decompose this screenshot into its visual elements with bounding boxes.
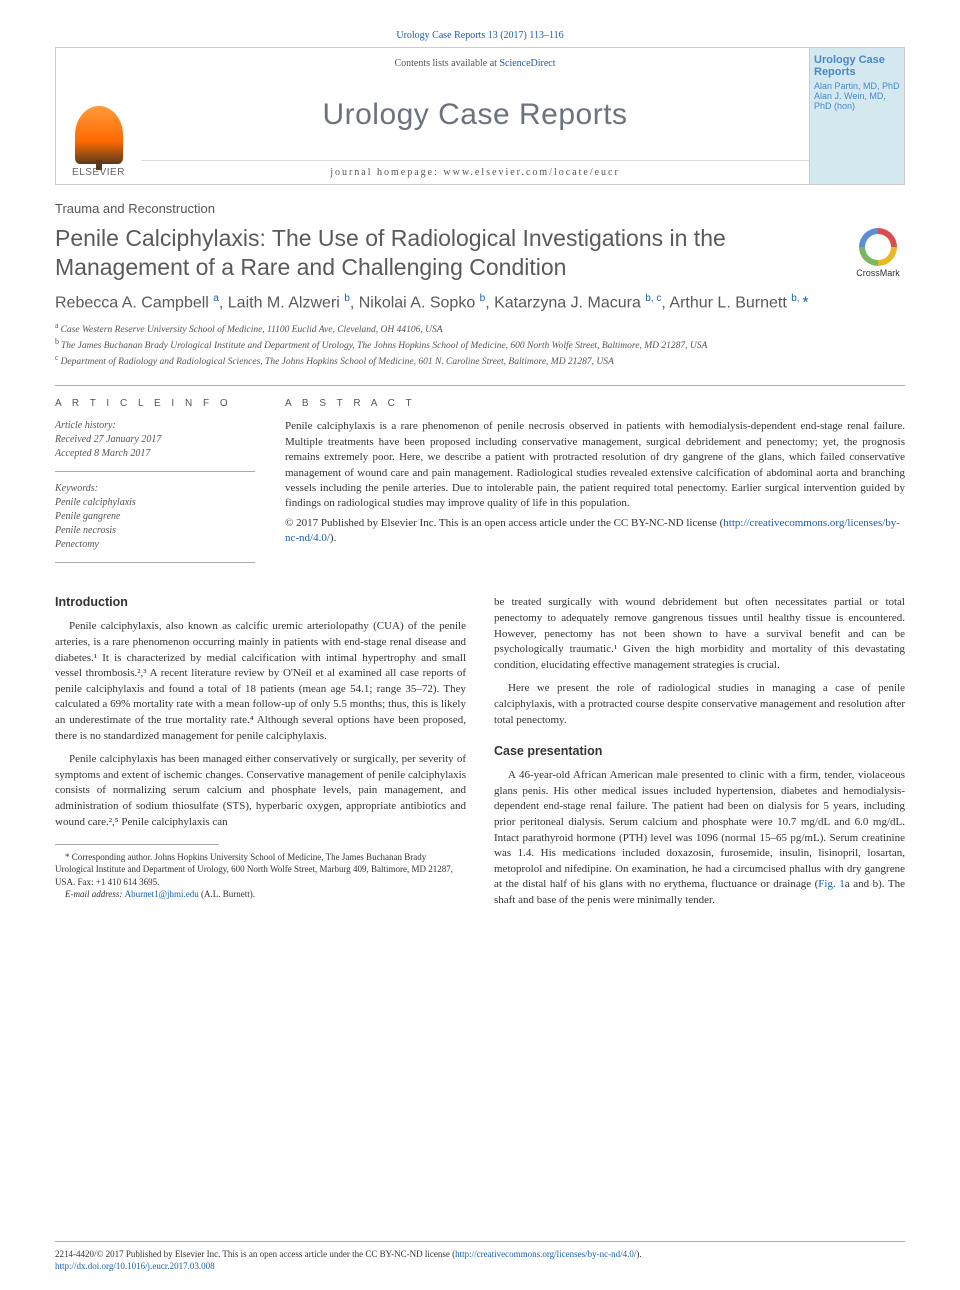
keywords-block: Keywords:Penile calciphylaxisPenile gang… <box>55 482 255 563</box>
copyright-text: © 2017 Published by Elsevier Inc. This i… <box>285 517 723 529</box>
intro-para-3: be treated surgically with wound debride… <box>494 595 905 673</box>
journal-name: Urology Case Reports <box>141 98 809 132</box>
intro-para-1: Penile calciphylaxis, also known as calc… <box>55 619 466 744</box>
crossmark-icon <box>859 228 897 266</box>
corr-label: * Corresponding author. <box>65 852 152 862</box>
case-p1-a: A 46-year-old African American male pres… <box>494 769 905 890</box>
contents-available-line: Contents lists available at ScienceDirec… <box>141 58 809 69</box>
accepted-date: Accepted 8 March 2017 <box>55 447 255 461</box>
fig1-link[interactable]: Fig. 1 <box>818 878 844 890</box>
body-columns: Introduction Penile calciphylaxis, also … <box>55 595 905 916</box>
corresponding-author-footnote: * Corresponding author. Johns Hopkins Un… <box>55 851 466 887</box>
footnote-separator <box>55 844 219 845</box>
affiliation-line: aCase Western Reserve University School … <box>55 321 905 337</box>
footer-issn: 2214-4420/© 2017 Published by Elsevier I… <box>55 1249 455 1259</box>
homepage-line: journal homepage: www.elsevier.com/locat… <box>141 160 809 178</box>
keyword: Penectomy <box>55 538 255 552</box>
crossmark-widget[interactable]: CrossMark <box>851 228 905 278</box>
homepage-url[interactable]: www.elsevier.com/locate/eucr <box>443 167 619 178</box>
sciencedirect-link[interactable]: ScienceDirect <box>499 58 555 69</box>
history-label: Article history: <box>55 419 255 433</box>
abstract-text: Penile calciphylaxis is a rare phenomeno… <box>285 419 905 511</box>
case-para-1: A 46-year-old African American male pres… <box>494 768 905 908</box>
email-link[interactable]: Aburnet1@jhmi.edu <box>125 889 199 899</box>
contents-prefix: Contents lists available at <box>394 58 499 69</box>
abstract-heading: A B S T R A C T <box>285 398 905 409</box>
doi-prefix[interactable]: http://dx.doi.org/ <box>55 1261 116 1271</box>
intro-para-4: Here we present the role of radiological… <box>494 681 905 728</box>
journal-masthead: ELSEVIER Contents lists available at Sci… <box>55 47 905 185</box>
footer-close: ). <box>636 1249 641 1259</box>
right-column: be treated surgically with wound debride… <box>494 595 905 916</box>
top-citation: Urology Case Reports 13 (2017) 113–116 <box>55 30 905 41</box>
page-footer: 2214-4420/© 2017 Published by Elsevier I… <box>55 1241 905 1272</box>
left-column: Introduction Penile calciphylaxis, also … <box>55 595 466 916</box>
email-name: (A.L. Burnett). <box>199 889 255 899</box>
homepage-prefix: journal homepage: <box>330 167 443 178</box>
elsevier-logo[interactable]: ELSEVIER <box>56 48 141 184</box>
email-label: E-mail address: <box>65 889 125 899</box>
article-info-heading: A R T I C L E I N F O <box>55 398 255 409</box>
article-title: Penile Calciphylaxis: The Use of Radiolo… <box>55 224 839 282</box>
affiliations: aCase Western Reserve University School … <box>55 321 905 369</box>
received-date: Received 27 January 2017 <box>55 433 255 447</box>
authors-line: Rebecca A. Campbell a, Laith M. Alzweri … <box>55 292 905 314</box>
cc-close: ). <box>330 532 336 544</box>
affiliation-line: cDepartment of Radiology and Radiologica… <box>55 353 905 369</box>
keyword: Penile gangrene <box>55 510 255 524</box>
cover-title: Urology Case Reports <box>814 54 900 78</box>
section-label: Trauma and Reconstruction <box>55 201 905 216</box>
keywords-label: Keywords: <box>55 482 255 496</box>
keyword: Penile necrosis <box>55 524 255 538</box>
introduction-heading: Introduction <box>55 595 466 609</box>
case-heading: Case presentation <box>494 744 905 758</box>
keyword: Penile calciphylaxis <box>55 496 255 510</box>
copyright-line: © 2017 Published by Elsevier Inc. This i… <box>285 516 905 547</box>
journal-cover-thumb: Urology Case Reports Alan Partin, MD, Ph… <box>809 48 904 184</box>
doi-link[interactable]: 10.1016/j.eucr.2017.03.008 <box>116 1261 215 1271</box>
email-footnote: E-mail address: Aburnet1@jhmi.edu (A.L. … <box>55 888 466 900</box>
article-history-block: Article history: Received 27 January 201… <box>55 419 255 472</box>
abstract-column: A B S T R A C T Penile calciphylaxis is … <box>285 398 905 573</box>
crossmark-label: CrossMark <box>856 268 900 278</box>
article-info-column: A R T I C L E I N F O Article history: R… <box>55 398 255 573</box>
footer-cc-link[interactable]: http://creativecommons.org/licenses/by-n… <box>455 1249 636 1259</box>
elsevier-tree-icon <box>75 106 123 164</box>
cover-editors: Alan Partin, MD, PhD Alan J. Wein, MD, P… <box>814 82 900 112</box>
intro-para-2: Penile calciphylaxis has been managed ei… <box>55 752 466 830</box>
affiliation-line: bThe James Buchanan Brady Urological Ins… <box>55 337 905 353</box>
